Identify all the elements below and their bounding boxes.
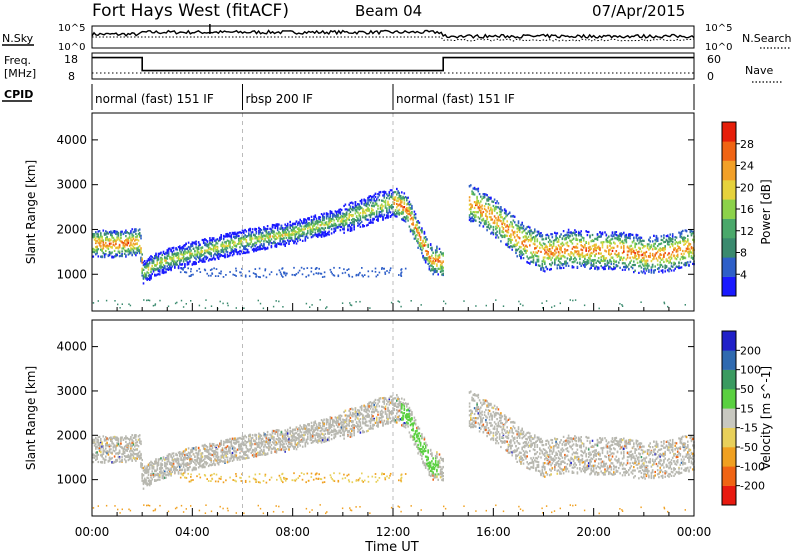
freq-tick-low: 8 bbox=[68, 70, 75, 83]
power-panel: 1000 2000 3000 4000 Slant Range [km] 4 8 12 16… bbox=[24, 112, 773, 312]
freq-strip: Freq. [MHz] 18 8 60 0 Nave bbox=[4, 52, 782, 83]
x-tick-label: 20:00 bbox=[576, 525, 611, 539]
x-tick-label: 00:00 bbox=[75, 525, 110, 539]
power-tick-label: 8 bbox=[740, 247, 747, 260]
power-tick-label: 20 bbox=[740, 181, 754, 194]
nsky-strip: N.Sky 10^5 10^0 10^5 10^0 N.Search bbox=[2, 23, 792, 53]
velocity-tick-label: -50 bbox=[740, 441, 758, 454]
velocity-colorbar: 200 100 50 15 -15 -50 -100 -200 bbox=[721, 330, 765, 506]
power-colorbar: 4 8 12 16 20 24 28 bbox=[721, 121, 754, 297]
cpid-label: CPID bbox=[4, 88, 33, 101]
x-tick-label: 08:00 bbox=[275, 525, 310, 539]
power-ylabel: Slant Range [km] bbox=[24, 160, 38, 264]
y-tick-label: 1000 bbox=[56, 267, 87, 281]
power-tick-label: 28 bbox=[740, 138, 754, 151]
y-tick-label: 3000 bbox=[56, 178, 87, 192]
nsky-tick-low: 10^0 bbox=[58, 42, 85, 53]
cpid-strip: CPID normal (fast) 151 IF rbsp 200 IF norm… bbox=[2, 84, 695, 110]
cpid-mode-label: normal (fast) 151 IF bbox=[396, 92, 515, 106]
y-tick-label: 4000 bbox=[56, 133, 87, 147]
beam-title: Beam 04 bbox=[355, 2, 422, 20]
nsky-tick-high: 10^5 bbox=[58, 23, 85, 34]
freq-label: Freq. bbox=[4, 54, 31, 67]
power-tick-label: 16 bbox=[740, 203, 754, 216]
power-tick-label: 4 bbox=[740, 268, 747, 281]
y-tick-label: 4000 bbox=[56, 340, 87, 354]
station-title: Fort Hays West (fitACF) bbox=[92, 1, 289, 21]
nave-tick-high: 60 bbox=[707, 53, 721, 66]
x-tick-label: 00:00 bbox=[677, 525, 712, 539]
power-tick-label: 12 bbox=[740, 225, 754, 238]
y-tick-label: 2000 bbox=[56, 222, 87, 236]
x-tick-label: 16:00 bbox=[476, 525, 511, 539]
cpid-mode-label: normal (fast) 151 IF bbox=[95, 92, 214, 106]
x-tick-label: 12:00 bbox=[376, 525, 411, 539]
freq-tick-high: 18 bbox=[64, 53, 78, 66]
velocity-panel: 1000 2000 3000 4000 Slant Range [km] 200 100… bbox=[24, 319, 773, 517]
y-tick-label: 3000 bbox=[56, 384, 87, 398]
nsearch-label: N.Search bbox=[742, 32, 792, 45]
velocity-tick-label: 50 bbox=[740, 383, 754, 396]
cpid-mode-label: rbsp 200 IF bbox=[246, 92, 313, 106]
nsearch-tick-high: 10^5 bbox=[705, 23, 732, 34]
time-axis-label: Time UT bbox=[364, 540, 418, 554]
velocity-colorbar-label: Velocity [m s^-1] bbox=[759, 366, 773, 470]
nsky-label: N.Sky bbox=[2, 32, 34, 45]
nave-label: Nave bbox=[745, 64, 773, 77]
velocity-tick-label: 15 bbox=[740, 402, 754, 415]
y-tick-label: 1000 bbox=[56, 473, 87, 487]
velocity-tick-label: 200 bbox=[740, 344, 761, 357]
velocity-ylabel: Slant Range [km] bbox=[24, 366, 38, 470]
x-tick-label: 04:00 bbox=[175, 525, 210, 539]
nsearch-tick-low: 10^0 bbox=[705, 42, 732, 53]
velocity-tick-label: -15 bbox=[740, 422, 758, 435]
y-tick-label: 2000 bbox=[56, 428, 87, 442]
date-title: 07/Apr/2015 bbox=[592, 2, 685, 20]
velocity-tick-label: -200 bbox=[740, 480, 765, 493]
power-tick-label: 24 bbox=[740, 160, 754, 173]
freq-unit: [MHz] bbox=[4, 67, 36, 80]
velocity-tick-label: -100 bbox=[740, 460, 765, 473]
power-colorbar-label: Power [dB] bbox=[759, 179, 773, 244]
velocity-tick-label: 100 bbox=[740, 364, 761, 377]
time-axis: 00:00 04:00 08:00 12:00 16:00 20:00 00:00 bbox=[75, 303, 712, 539]
nave-tick-low: 0 bbox=[707, 70, 714, 83]
